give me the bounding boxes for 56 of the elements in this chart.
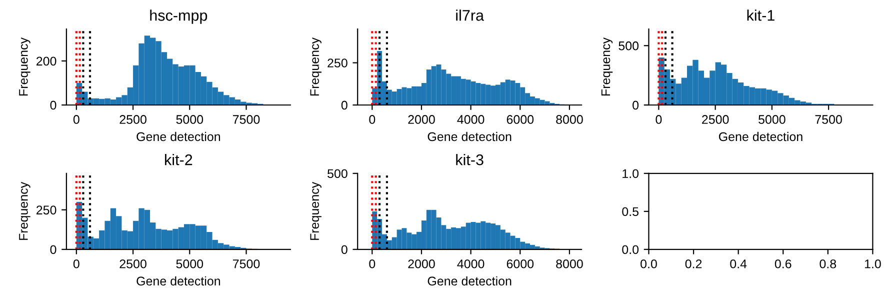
y-tick-label: 0 <box>632 100 639 110</box>
x-tick-label: 2000 <box>408 259 435 268</box>
x-axis-title: Gene detection <box>428 276 512 286</box>
y-tick-label: 1.0 <box>622 169 639 178</box>
chart-title: hsc-mpp <box>150 10 208 24</box>
x-tick-label: 0 <box>656 115 662 124</box>
x-tick-label: 0 <box>369 115 376 124</box>
chart-title: kit-2 <box>165 154 192 166</box>
y-tick-label: 500 <box>328 169 348 178</box>
x-tick-label: 0.4 <box>730 259 747 268</box>
x-tick-label: 4000 <box>457 259 484 268</box>
x-tick-label: 0.6 <box>774 259 792 268</box>
x-tick-label: 2000 <box>408 115 435 124</box>
x-tick-label: 5000 <box>758 115 786 124</box>
x-tick-label: 2500 <box>120 115 146 124</box>
y-tick-label: 0 <box>50 245 56 254</box>
chart-title: kit-1 <box>747 10 774 21</box>
chart-title: il7ra <box>456 10 484 21</box>
x-tick-label: 7500 <box>232 259 260 268</box>
x-tick-label: 0.8 <box>820 259 836 268</box>
y-axis-title: Frequency <box>310 37 322 96</box>
y-tick-label: 0.0 <box>622 245 639 254</box>
y-tick-label: 250 <box>328 58 348 68</box>
x-tick-label: 0 <box>73 259 80 268</box>
x-tick-label: 8000 <box>556 115 583 124</box>
x-axis-title: Gene detection <box>718 132 802 142</box>
y-tick-label: 250 <box>36 206 56 214</box>
y-axis-title: Frequency <box>310 182 322 240</box>
y-tick-label: 0 <box>50 100 56 110</box>
y-tick-label: 0.5 <box>622 207 639 216</box>
y-axis-title: Frequency <box>19 37 30 96</box>
x-axis-title: Gene detection <box>136 276 220 286</box>
x-tick-label: 7500 <box>815 115 842 124</box>
x-axis-title: Gene detection <box>428 132 512 142</box>
y-axis-title: Frequency <box>19 182 30 240</box>
x-tick-label: 0.2 <box>685 259 702 268</box>
x-tick-label: 1.0 <box>864 259 881 268</box>
x-tick-label: 6000 <box>506 259 534 268</box>
x-tick-label: 6000 <box>506 115 534 124</box>
y-tick-label: 200 <box>36 56 56 66</box>
x-tick-label: 0 <box>73 115 80 124</box>
y-axis-title: Frequency <box>601 37 613 96</box>
x-tick-label: 8000 <box>556 259 583 268</box>
chart-title: kit-3 <box>456 154 484 166</box>
x-axis-title: Gene detection <box>136 132 220 142</box>
x-tick-label: 0 <box>369 259 376 268</box>
x-tick-label: 2500 <box>702 115 729 124</box>
y-tick-label: 0 <box>341 100 348 110</box>
x-tick-label: 0.0 <box>640 259 657 268</box>
x-tick-label: 7500 <box>232 115 260 124</box>
y-tick-label: 500 <box>618 41 639 50</box>
x-tick-label: 4000 <box>457 115 484 124</box>
x-tick-label: 2500 <box>120 259 146 268</box>
y-tick-label: 0 <box>341 245 348 254</box>
x-tick-label: 5000 <box>176 259 204 268</box>
x-tick-label: 5000 <box>176 115 204 124</box>
